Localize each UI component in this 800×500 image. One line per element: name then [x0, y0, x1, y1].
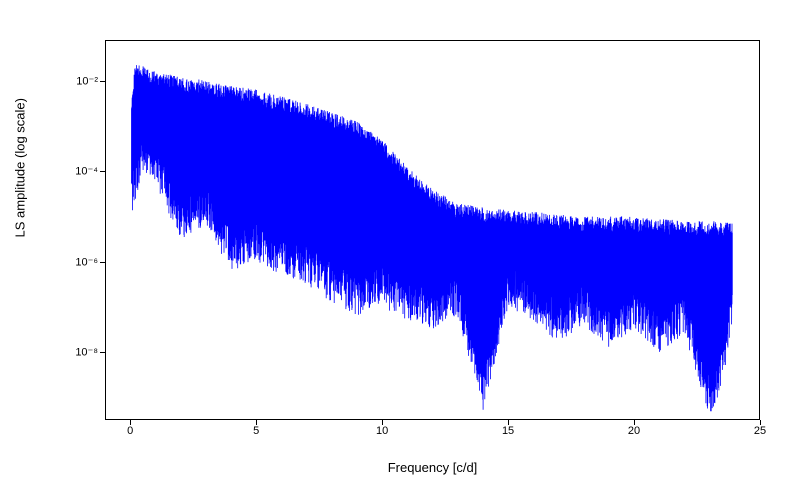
y-tick-label: 10⁻⁴	[48, 165, 98, 178]
x-tick-label: 15	[502, 425, 514, 437]
chart-container: LS amplitude (log scale) Frequency [c/d]…	[0, 0, 800, 500]
spectrum-plot	[105, 40, 760, 420]
y-tick-label: 10⁻⁸	[48, 346, 98, 359]
y-tick-label: 10⁻⁶	[48, 255, 98, 268]
y-tick	[100, 171, 105, 172]
x-tick-label: 10	[376, 425, 388, 437]
x-axis-label: Frequency [c/d]	[105, 460, 760, 475]
x-tick-label: 5	[253, 425, 259, 437]
x-tick-label: 25	[754, 425, 766, 437]
y-tick	[100, 81, 105, 82]
x-tick-label: 0	[127, 425, 133, 437]
y-tick-label: 10⁻²	[48, 74, 98, 87]
spectrum-line	[132, 65, 733, 411]
x-tick-label: 20	[628, 425, 640, 437]
y-tick	[100, 262, 105, 263]
y-axis-label: LS amplitude (log scale)	[13, 98, 28, 237]
y-tick	[100, 352, 105, 353]
